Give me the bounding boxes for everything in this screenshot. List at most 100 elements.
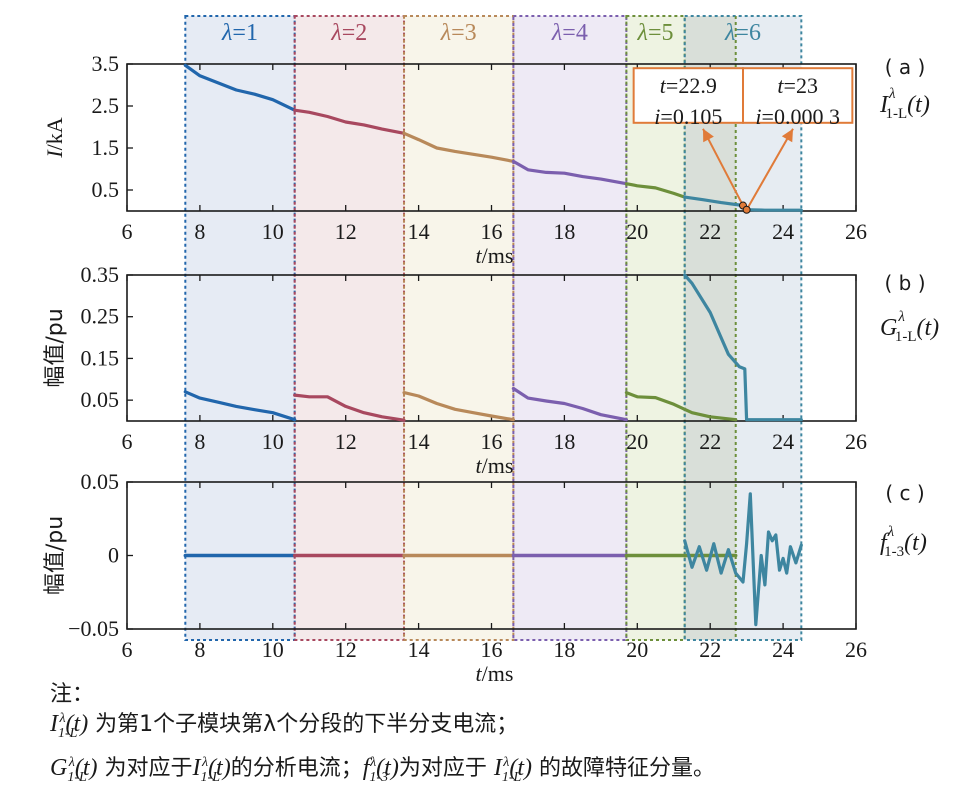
series-line-lam2 [293,393,406,422]
segment-band-1 [185,16,295,640]
segment-label-5: λ=5 [637,20,674,46]
x-tick-label: 24 [772,637,794,662]
segment-band-2 [294,16,405,640]
x-tick-label: 8 [194,429,205,454]
series-line-lam3 [402,391,516,422]
symbol-I-1L-b: I1-Lλ(t) [192,755,231,785]
x-tick-label: 22 [699,637,721,662]
y-tick-label: 0.5 [92,177,120,202]
x-tick-label: 16 [481,429,503,454]
x-tick-label: 12 [335,637,357,662]
x-tick-label: 16 [481,219,503,244]
y-tick-label: 0.05 [81,469,120,494]
symbol-I-1L: I1-Lλ(t) [50,711,89,741]
x-tick-label: 18 [553,429,575,454]
figure: λ=1 λ=2 λ=3 λ=4 λ=5 λ=6 6 8 10 12 14 16 18 20 22 24 26 3.… [42,15,939,686]
side-label-a: Iλ 1-L(t) [879,86,930,122]
panel-label-a: ( a ) [885,55,926,79]
x-tick-label: 18 [553,637,575,662]
annotation-text: t=23 [777,73,818,98]
panel-c: 6 8 10 12 14 16 18 20 22 24 26 0.05 0 −0.05 t/ms 幅值/pu (… [43,469,925,686]
x-tick-label: 20 [626,429,648,454]
x-tick-label: 12 [335,219,357,244]
segment-label-2: λ=2 [330,20,367,46]
y-axis-label: 幅值/pu [43,516,68,595]
y-tick-label: 0.05 [81,387,120,412]
x-tick-label: 6 [122,637,133,662]
segment-border-4 [512,15,628,641]
symbol-G-1L: G1-Lλ(t) [50,755,98,785]
series-line-lam4 [511,386,629,422]
series-line-lam4 [511,159,629,186]
series-line-lam6 [683,273,803,422]
x-axis-label: t/ms [476,243,514,268]
marker-point-2 [742,205,751,214]
segment-border-5 [625,15,686,641]
segment-border-3 [403,15,515,641]
x-tick-label: 22 [699,219,721,244]
symbol-f-13: f1-3λ(t) [362,755,399,785]
series-line-lam1 [183,390,297,422]
note-line-2-text-a: 为对应于 [97,756,193,781]
segment-label-6: λ=6 [724,20,761,46]
annotation-arrowhead [781,128,794,143]
note-line-1-text: 为第1个子模块第λ个分段的下半分支电流； [88,712,519,737]
note-line-1: I1-Lλ(t) 为第1个子模块第λ个分段的下半分支电流； [50,706,518,742]
panel-label-b: ( b ) [884,271,925,295]
y-tick-label: 0 [108,543,119,568]
x-axis-label: t/ms [476,453,514,478]
symbol-I-1L-d: I1-Lλ(t) [493,755,532,785]
series-line-lam6 [683,492,803,627]
x-axis-label: t/ms [476,661,514,686]
x-tick-label: 20 [626,219,648,244]
segment-bands: λ=1 λ=2 λ=3 λ=4 λ=5 λ=6 [184,15,803,641]
annotation-text: t=22.9 [660,73,717,98]
series-line-lam5 [624,391,738,422]
series-line-lam3 [402,131,516,163]
side-label-b: Gλ 1-L(t) [880,309,939,345]
note-line-2: G1-Lλ(t) 为对应于I1-Lλ(t)的分析电流；f1-3λ(t)为对应于 … [50,750,715,786]
x-tick-label: 14 [408,429,430,454]
segment-band-3 [404,16,514,640]
x-tick-label: 24 [772,429,794,454]
panel-label-c: ( c ) [885,481,924,505]
y-axis-label: I/kA [42,117,67,158]
x-tick-label: 26 [845,219,867,244]
y-tick-label: 3.5 [92,51,120,76]
x-tick-label: 24 [772,219,794,244]
annotation-arrowhead [703,128,714,143]
x-tick-label: 26 [845,637,867,662]
segment-label-4: λ=4 [551,20,588,46]
segment-label-3: λ=3 [440,20,477,46]
segment-label-1: λ=1 [221,20,258,46]
x-tick-label: 6 [122,429,133,454]
x-tick-label: 10 [262,429,284,454]
y-tick-label: 1.5 [92,135,120,160]
note-line-2-text-c: 为对应于 [398,756,494,781]
x-tick-label: 12 [335,429,357,454]
series-line-lam5 [624,182,687,199]
note-line-2-text-d: 的故障特征分量。 [532,756,715,781]
x-tick-label: 14 [408,637,430,662]
y-tick-label: 0.15 [81,345,120,370]
y-tick-label: −0.05 [68,616,119,641]
x-tick-label: 8 [194,637,205,662]
annotation-arrow-2 [745,128,794,211]
annotation-text: i=0.000 3 [755,104,840,129]
series-line-lam1 [183,63,297,112]
panel-a: 6 8 10 12 14 16 18 20 22 24 26 3.5 2.5 1.5 0.5 t/ms I/kA… [42,51,925,268]
x-tick-label: 10 [262,219,284,244]
x-tick-label: 22 [699,429,721,454]
annotation-arrow-1 [702,128,744,207]
panel-b: 6 8 10 12 14 16 18 20 22 24 26 0.35 0.25 0.15 0.05 t/ms… [43,262,926,478]
note-line-2-text-b: 的分析电流； [230,756,363,781]
x-tick-label: 16 [481,637,503,662]
annotation-box-1 [632,67,745,124]
y-tick-label: 0.35 [81,262,120,287]
x-tick-label: 18 [553,219,575,244]
segment-border-6 [683,15,803,641]
segment-band-4 [513,16,627,640]
y-axis-label: 幅值/pu [43,308,68,387]
x-tick-label: 14 [408,219,430,244]
x-tick-label: 20 [626,637,648,662]
